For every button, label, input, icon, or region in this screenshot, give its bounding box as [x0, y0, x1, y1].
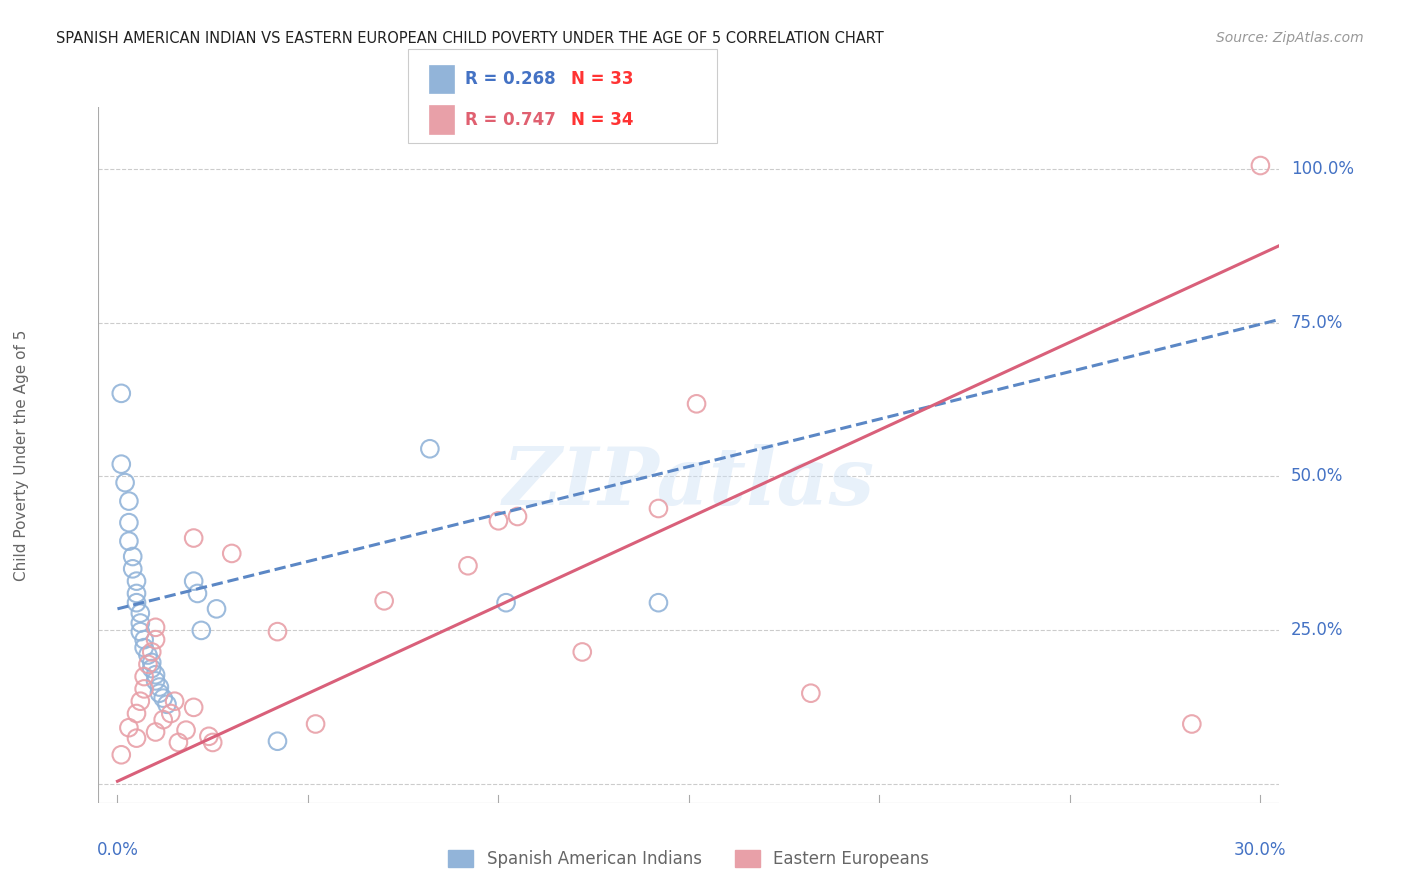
Point [488, 514, 510, 528]
Text: R = 0.268: R = 0.268 [465, 70, 555, 88]
Point [136, 648, 159, 662]
Point [141, 645, 163, 659]
Point [136, 657, 159, 672]
Point [373, 594, 395, 608]
Point [129, 615, 152, 630]
Point [121, 549, 143, 564]
Text: 25.0%: 25.0% [1291, 622, 1343, 640]
Text: 0.0%: 0.0% [97, 841, 138, 859]
Text: Child Poverty Under the Age of 5: Child Poverty Under the Age of 5 [14, 329, 30, 581]
Point [266, 624, 288, 639]
Point [159, 706, 181, 721]
Point [457, 558, 479, 573]
Point [186, 586, 208, 600]
Point [145, 673, 167, 688]
Point [114, 475, 136, 490]
Point [125, 706, 148, 721]
Point [118, 516, 141, 530]
Point [118, 494, 141, 508]
Text: 30.0%: 30.0% [1234, 841, 1286, 859]
Point [1181, 717, 1204, 731]
Point [495, 596, 517, 610]
Text: 75.0%: 75.0% [1291, 314, 1343, 332]
Point [134, 632, 156, 647]
Point [118, 534, 141, 549]
Text: R = 0.747: R = 0.747 [465, 111, 557, 128]
Point [163, 694, 186, 708]
Point [183, 700, 205, 714]
Point [647, 501, 669, 516]
Point [506, 509, 529, 524]
Point [174, 723, 197, 738]
Point [419, 442, 441, 456]
Point [198, 729, 221, 743]
Point [647, 596, 669, 610]
Point [129, 694, 152, 708]
Point [121, 562, 143, 576]
Point [800, 686, 823, 700]
Point [205, 602, 228, 616]
Point [1249, 159, 1271, 173]
Text: ZIPatlas: ZIPatlas [503, 444, 875, 522]
Point [685, 397, 707, 411]
Point [110, 457, 132, 471]
Point [125, 574, 148, 589]
Point [167, 735, 190, 749]
Text: N = 33: N = 33 [571, 70, 633, 88]
Point [152, 713, 174, 727]
Point [134, 669, 156, 683]
Legend: Spanish American Indians, Eastern Europeans: Spanish American Indians, Eastern Europe… [441, 843, 936, 874]
Point [156, 698, 179, 712]
Point [201, 735, 224, 749]
Point [141, 656, 163, 670]
Text: 100.0%: 100.0% [1291, 160, 1354, 178]
Point [129, 606, 152, 620]
Point [125, 586, 148, 600]
Point [183, 574, 205, 589]
Point [266, 734, 288, 748]
Point [125, 596, 148, 610]
Point [134, 681, 156, 696]
Point [221, 546, 243, 560]
Point [145, 667, 167, 681]
Point [145, 620, 167, 634]
Point [145, 725, 167, 739]
Point [183, 531, 205, 545]
Point [129, 624, 152, 639]
Point [571, 645, 593, 659]
Point [134, 640, 156, 655]
Point [148, 680, 170, 694]
Point [118, 721, 141, 735]
Point [148, 686, 170, 700]
Point [125, 731, 148, 746]
Point [110, 386, 132, 401]
Point [145, 632, 167, 647]
Point [152, 691, 174, 706]
Text: SPANISH AMERICAN INDIAN VS EASTERN EUROPEAN CHILD POVERTY UNDER THE AGE OF 5 COR: SPANISH AMERICAN INDIAN VS EASTERN EUROP… [56, 31, 884, 46]
Text: N = 34: N = 34 [571, 111, 633, 128]
Point [141, 662, 163, 676]
Point [190, 624, 212, 638]
Text: 50.0%: 50.0% [1291, 467, 1343, 485]
Text: Source: ZipAtlas.com: Source: ZipAtlas.com [1216, 31, 1364, 45]
Point [304, 717, 326, 731]
Point [110, 747, 132, 762]
